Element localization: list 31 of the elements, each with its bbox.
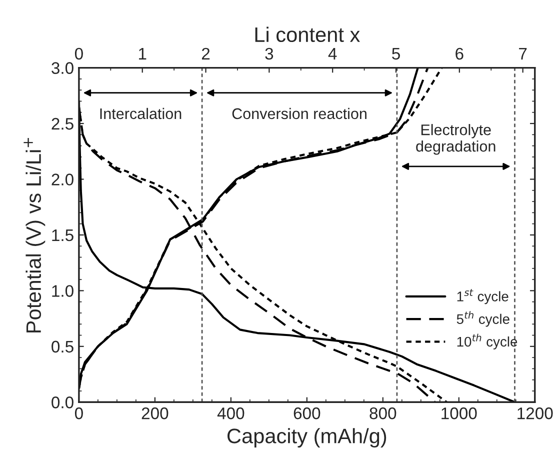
annotation: Electrolyte degradation xyxy=(416,124,496,155)
legend-label: 5$^{th}$ cycle xyxy=(456,311,510,327)
x-tick-label: 200 xyxy=(142,407,168,420)
x-axis-title: Capacity (mAh/g) xyxy=(228,428,386,448)
x2-tick-label: 0 xyxy=(74,48,83,60)
legend-label: 1$^{st}$ cycle xyxy=(457,289,508,304)
x-tick-label: 400 xyxy=(217,407,244,420)
annotation: Conversion reaction xyxy=(232,108,366,120)
x-tick-label: 600 xyxy=(294,407,320,420)
y-tick-label: 1.0 xyxy=(52,285,74,297)
y-tick-label: 2.0 xyxy=(52,174,74,186)
x2-tick-label: 2 xyxy=(202,48,210,60)
x-tick-label: 0 xyxy=(74,407,83,420)
y-tick-label: 1.5 xyxy=(52,230,74,242)
x-tick-label: 1200 xyxy=(518,407,553,420)
y-tick-label: 3.0 xyxy=(52,62,74,74)
y-tick-label: 0.5 xyxy=(52,340,74,353)
x2-tick-label: 5 xyxy=(392,48,400,60)
y-tick-label: 2.5 xyxy=(52,118,74,130)
annotation: Intercalation xyxy=(100,108,182,120)
x2-tick-label: 4 xyxy=(328,48,337,60)
x2-tick-label: 7 xyxy=(519,48,527,60)
legend-label: 10$^{th}$ cycle xyxy=(457,334,518,350)
x2-tick-label: 6 xyxy=(456,48,464,60)
y-axis-title: Potential (V) vs Li/Li$^{+}$ xyxy=(24,138,46,332)
x-tick-label: 800 xyxy=(370,407,396,420)
x2-axis-title: Li content x xyxy=(255,26,360,42)
x-tick-label: 1000 xyxy=(442,407,477,420)
x2-tick-label: 3 xyxy=(265,48,274,60)
y-tick-label: 0.0 xyxy=(52,396,74,408)
x2-tick-label: 1 xyxy=(139,48,146,60)
